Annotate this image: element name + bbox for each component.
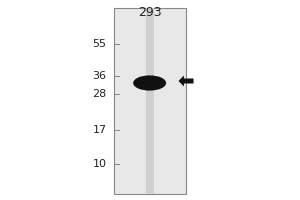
Text: 293: 293 xyxy=(138,5,162,19)
FancyArrow shape xyxy=(178,76,194,86)
Bar xyxy=(114,8,186,194)
Text: 28: 28 xyxy=(92,89,106,99)
Text: 36: 36 xyxy=(92,71,106,81)
Text: 55: 55 xyxy=(92,39,106,49)
Bar xyxy=(146,8,154,194)
Ellipse shape xyxy=(133,75,166,91)
Text: 10: 10 xyxy=(92,159,106,169)
Text: 17: 17 xyxy=(92,125,106,135)
